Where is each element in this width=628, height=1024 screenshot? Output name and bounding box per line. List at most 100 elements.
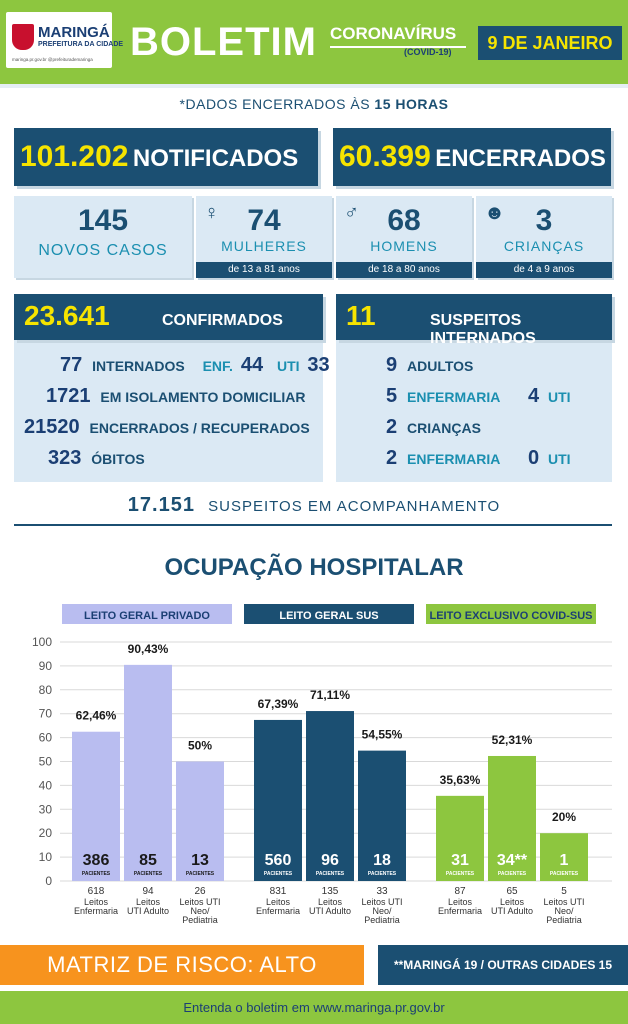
- suspect-adults-count: 9: [386, 354, 398, 376]
- home-isolation-row: 1721 EM ISOLAMENTO DOMICILIAR: [46, 385, 305, 408]
- section-divider: [14, 524, 612, 526]
- monitoring-label: SUSPEITOS EM ACOMPANHAMENTO: [208, 498, 501, 515]
- recovered-row: 21520 ENCERRADOS / RECUPERADOS: [24, 416, 310, 439]
- men-card: ♂ 68 HOMENS de 18 a 80 anos: [336, 196, 472, 278]
- bar-patients-count: 18: [373, 852, 391, 869]
- women-card: ♀ 74 MULHERES de 13 a 81 anos: [196, 196, 332, 278]
- monitoring-count: 17.151: [127, 494, 195, 516]
- logo-subtitle: PREFEITURA DA CIDADE: [38, 41, 124, 48]
- bar-category-label: Leitos: [318, 897, 343, 907]
- bar-patients-count: 13: [191, 852, 209, 869]
- bar: [436, 795, 484, 881]
- new-cases-card: 145 NOVOS CASOS: [14, 196, 192, 278]
- bar-patients-label: PACIENTES: [550, 871, 579, 877]
- header-divider: [0, 84, 628, 88]
- closed-banner: 60.399 ENCERRADOS: [333, 128, 611, 186]
- bar-patients-label: PACIENTES: [368, 871, 397, 877]
- bar-patients-label: PACIENTES: [498, 871, 527, 877]
- bar: [176, 761, 224, 881]
- hospital-occupancy-title: OCUPAÇÃO HOSPITALAR: [164, 554, 464, 581]
- confirmed-header: 23.641 CONFIRMADOS: [14, 294, 323, 340]
- bar-beds-count: 33: [376, 886, 388, 897]
- new-cases-count: 145: [77, 204, 129, 237]
- bar-category-label: Neo/: [372, 906, 392, 916]
- covid-subtitle: (COVID-19): [404, 47, 452, 57]
- bar-category-label: UTI Adulto: [491, 906, 533, 916]
- bar-beds-count: 135: [322, 886, 339, 897]
- bar: [72, 731, 120, 881]
- suspect-adult-icu-count: 4: [528, 385, 540, 407]
- bar-category-label: Leitos: [266, 897, 291, 907]
- bar-percent-label: 52,31%: [492, 733, 533, 747]
- suspect-children-beds-row: 2 ENFERMARIA 0 UTI: [386, 447, 606, 470]
- women-count: 74: [247, 204, 281, 237]
- y-tick-label: 10: [39, 850, 53, 864]
- baby-icon: ☻: [484, 202, 506, 224]
- footer-link-text: Entenda o boletim em www.maringa.pr.gov.…: [0, 991, 628, 1024]
- suspect-adult-icu-label: UTI: [548, 389, 571, 405]
- y-tick-label: 30: [39, 802, 53, 816]
- bar-percent-label: 35,63%: [440, 773, 481, 787]
- bar-category-label: Pediatria: [182, 915, 218, 925]
- cutoff-hour: 15 HORAS: [374, 96, 449, 112]
- man-icon: ♂: [344, 202, 359, 224]
- suspect-adult-beds-row: 5 ENFERMARIA 4 UTI: [386, 385, 606, 408]
- notified-count: 101.202: [20, 140, 129, 173]
- icu-label: UTI: [276, 358, 300, 374]
- confirmed-panel: 23.641 CONFIRMADOS 77 INTERNADOS ENF. 44…: [14, 294, 330, 482]
- bar-category-label: Neo/: [190, 906, 210, 916]
- group-header: [426, 604, 596, 624]
- men-age-range: de 18 a 80 anos: [336, 262, 472, 278]
- logo-web: maringa.pr.gov.br @prefeiturademaringa: [12, 57, 93, 62]
- notified-banner: 101.202 NOTIFICADOS: [14, 128, 318, 186]
- suspect-adults-label: ADULTOS: [407, 358, 474, 374]
- city-crest-icon: [12, 24, 34, 50]
- bar-patients-count: 85: [139, 852, 157, 869]
- y-tick-label: 40: [39, 778, 53, 792]
- bar-category-label: Enfermaria: [256, 906, 300, 916]
- bar: [358, 750, 406, 881]
- home-isolation-count: 1721: [46, 385, 91, 407]
- bar-beds-count: 5: [561, 886, 567, 897]
- bar-patients-label: PACIENTES: [82, 871, 111, 877]
- suspect-children-label: CRIANÇAS: [407, 420, 481, 436]
- children-card: ☻ 3 CRIANÇAS de 4 a 9 anos: [476, 196, 612, 278]
- hospital-occupancy-chart: 0 10 20 30 40 50 60 70 80 90 100 LEITO GERAL PRIVAD…: [32, 604, 612, 925]
- children-label: CRIANÇAS: [503, 238, 585, 254]
- new-cases-label: NOVOS CASOS: [38, 242, 168, 259]
- deaths-row: 323 ÓBITOS: [48, 447, 145, 470]
- bar-category-label: Neo/: [554, 906, 574, 916]
- bar-category-label: Leitos UTI: [179, 897, 220, 907]
- y-tick-label: 90: [39, 659, 53, 673]
- deaths-count: 323: [48, 447, 82, 469]
- children-age-range: de 4 a 9 anos: [476, 262, 612, 278]
- bar-category-label: Leitos UTI: [361, 897, 402, 907]
- page-title: BOLETIM: [130, 20, 317, 64]
- children-count: 3: [535, 204, 553, 237]
- y-tick-label: 80: [39, 683, 53, 697]
- notified-label: NOTIFICADOS: [132, 145, 299, 172]
- covid-underline: [330, 46, 466, 48]
- y-tick-label: 50: [39, 755, 53, 769]
- bar-percent-label: 67,39%: [258, 697, 299, 711]
- bar-percent-label: 71,11%: [310, 688, 350, 702]
- closed-label: ENCERRADOS: [435, 145, 606, 172]
- bar: [254, 719, 302, 881]
- hospitalized-count: 77: [60, 354, 83, 376]
- suspect-children-icu-label: UTI: [548, 451, 571, 467]
- monitoring-line: 17.151 SUSPEITOS EM ACOMPANHAMENTO: [0, 494, 628, 517]
- icu-count: 33: [307, 354, 330, 376]
- ward-label: ENF.: [202, 358, 233, 374]
- recovered-label: ENCERRADOS / RECUPERADOS: [89, 420, 310, 436]
- bar-category-label: Enfermaria: [438, 906, 482, 916]
- bar-patients-count: 31: [451, 852, 469, 869]
- suspects-header: 11 SUSPEITOS INTERNADOS: [336, 294, 612, 347]
- ward-count: 44: [240, 354, 264, 376]
- bar-patients-label: PACIENTES: [316, 871, 345, 877]
- bulletin-date: 9 DE JANEIRO: [478, 26, 622, 60]
- y-tick-label: 0: [45, 874, 52, 888]
- bar-beds-count: 65: [506, 886, 518, 897]
- y-tick-label: 70: [39, 707, 53, 721]
- bar-category-label: Leitos: [500, 897, 525, 907]
- confirmed-count: 23.641: [24, 300, 110, 331]
